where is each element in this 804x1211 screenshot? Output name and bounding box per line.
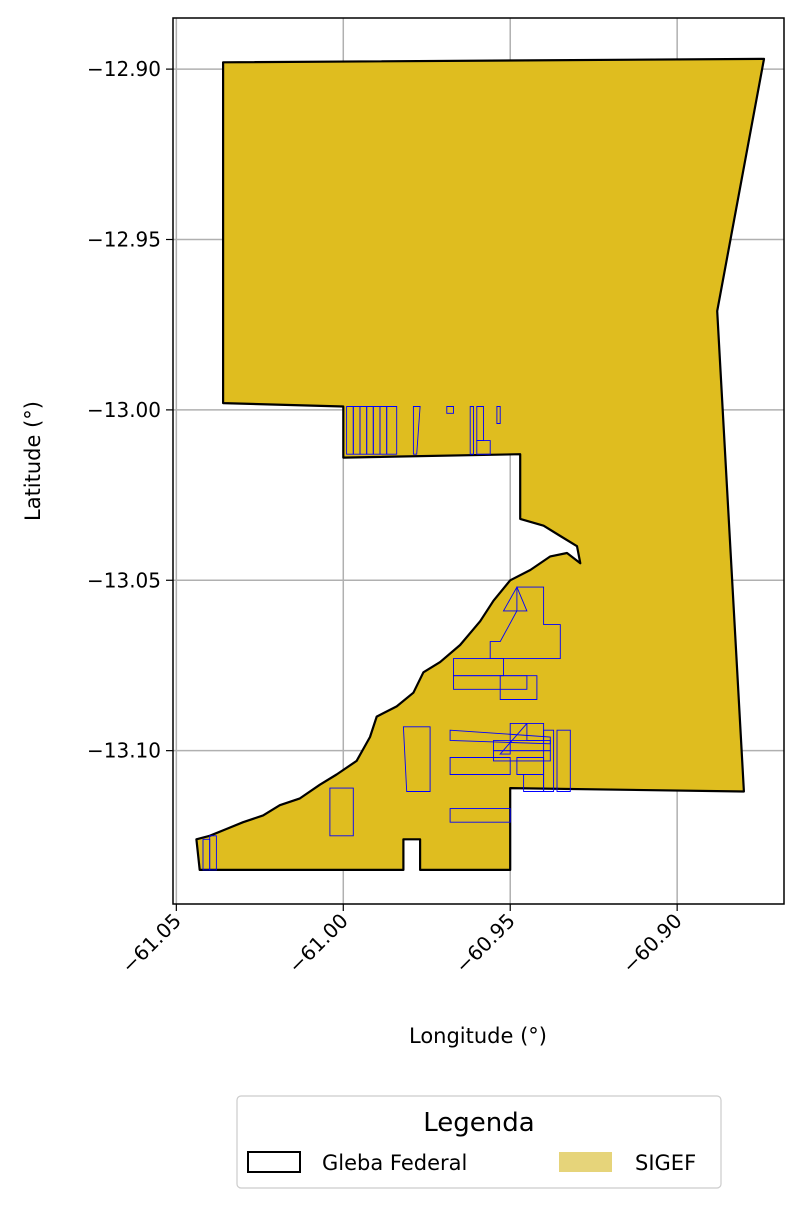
y-tick-label-0: −12.90: [87, 57, 161, 81]
sigef-parcel-32: [209, 835, 217, 871]
sigef-parcel-17: [499, 675, 538, 700]
sigef-parcel-29: [329, 787, 354, 837]
sigef-parcel-9: [469, 406, 474, 455]
y-tick-label-2: −13.00: [87, 398, 161, 422]
legend-label-gleba: Gleba Federal: [322, 1151, 467, 1175]
sigef-parcel-26: [543, 729, 555, 792]
sigef-parcel-30: [449, 808, 511, 823]
gleba-layer: [195, 57, 766, 872]
y-tick-label-1: −12.95: [87, 228, 161, 252]
x-tick-label-1: −61.00: [284, 909, 353, 978]
sigef-layer: [202, 406, 571, 871]
x-axis-title: Longitude (°): [409, 1024, 547, 1048]
legend: Legenda Gleba Federal SIGEF: [236, 1095, 722, 1189]
sigef-parcel-23: [449, 757, 511, 775]
sigef-parcel-12: [496, 406, 501, 424]
legend-label-sigef: SIGEF: [635, 1151, 696, 1175]
x-tick-label-0: −61.05: [117, 909, 186, 978]
sigef-parcel-7: [412, 406, 421, 455]
sigef-parcel-14: [502, 586, 528, 612]
gleba-federal-polygon: [195, 57, 766, 872]
sigef-parcel-8: [446, 406, 454, 414]
sigef-parcel-28: [402, 726, 431, 792]
sigef-parcel-6: [386, 406, 398, 455]
sigef-parcel-13: [489, 586, 561, 660]
sigef-parcel-19: [499, 722, 528, 755]
legend-swatch-gleba: [247, 1151, 301, 1173]
y-tick-label-4: −13.10: [87, 739, 161, 763]
y-tick-label-3: −13.05: [87, 568, 161, 592]
plot-frame: [172, 17, 785, 905]
sigef-parcel-11: [476, 440, 491, 455]
sigef-parcel-27: [556, 729, 571, 792]
legend-title: Legenda: [423, 1108, 534, 1138]
x-tick-label-3: −60.90: [617, 909, 686, 978]
legend-swatch-sigef: [559, 1152, 612, 1172]
x-tick-label-2: −60.95: [450, 909, 519, 978]
y-axis-title: Latitude (°): [21, 401, 45, 521]
